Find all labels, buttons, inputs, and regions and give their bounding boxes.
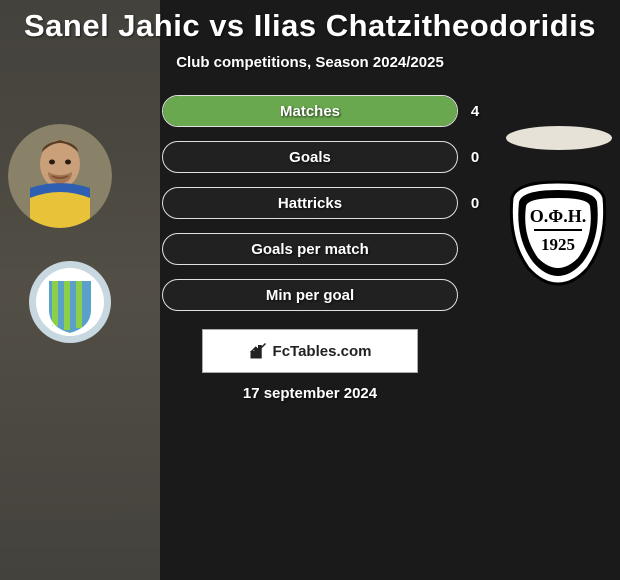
stat-pill: Hattricks — [162, 187, 458, 219]
snapshot-date: 17 september 2024 — [0, 385, 620, 402]
player1-club-badge — [28, 260, 112, 344]
stat-pill: Min per goal — [162, 279, 458, 311]
stat-label: Min per goal — [266, 287, 354, 304]
stat-pill: Matches — [162, 95, 458, 127]
comparison-title: Sanel Jahic vs Ilias Chatzitheodoridis — [0, 8, 620, 44]
svg-text:1925: 1925 — [541, 235, 575, 254]
stat-row: Matches 4 — [0, 95, 620, 127]
stat-pill: Goals — [162, 141, 458, 173]
fctables-label: FcTables.com — [273, 343, 372, 360]
stat-label: Hattricks — [278, 195, 342, 212]
svg-text:Ο.Φ.Η.: Ο.Φ.Η. — [530, 206, 586, 226]
chart-icon — [249, 342, 267, 360]
stat-pill: Goals per match — [162, 233, 458, 265]
stat-value-player2: 0 — [464, 195, 486, 212]
stat-label: Goals — [289, 149, 331, 166]
season-subtitle: Club competitions, Season 2024/2025 — [0, 54, 620, 71]
player1-photo — [8, 124, 112, 228]
stat-label: Goals per match — [251, 241, 369, 258]
stat-value-player2: 0 — [464, 149, 486, 166]
fctables-watermark: FcTables.com — [202, 329, 418, 373]
player2-photo-placeholder — [506, 126, 612, 150]
stat-value-player2: 4 — [464, 103, 486, 120]
stat-label: Matches — [280, 103, 340, 120]
player2-club-badge: Ο.Φ.Η. 1925 — [508, 180, 608, 286]
